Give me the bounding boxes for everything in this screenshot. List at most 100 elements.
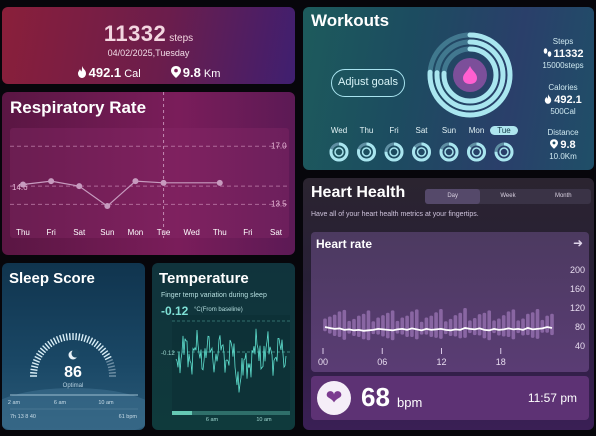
- gauge-tick: [34, 355, 42, 361]
- hr-range-bar: [376, 317, 380, 335]
- respiratory-point: [216, 179, 223, 186]
- sleep-score-value: 86: [64, 364, 82, 381]
- gauge-tick: [33, 358, 41, 363]
- hr-range-bar: [497, 318, 501, 336]
- segment-day[interactable]: Day: [425, 189, 481, 204]
- gauge-tick: [30, 368, 38, 372]
- y-tick-label: 40: [575, 341, 585, 351]
- respiratory-point: [160, 179, 167, 186]
- gauge-tick: [65, 333, 69, 341]
- steps-count-row: 11332 steps: [2, 21, 295, 47]
- chart-plot-area: [10, 128, 289, 238]
- gauge-tick: [105, 358, 113, 363]
- y-tick-label: 80: [575, 322, 585, 332]
- respiratory-point: [104, 203, 111, 210]
- gauge-tick: [44, 342, 51, 350]
- steps-summary-card[interactable]: 11332 steps 04/02/2025,Tuesday 492.1 Cal …: [2, 7, 295, 84]
- gauge-tick: [80, 334, 84, 342]
- flame-icon: [77, 66, 86, 78]
- gauge-tick: [31, 365, 39, 369]
- x-tick-label: Fri: [243, 228, 253, 237]
- timeline-label: 10 am: [98, 400, 114, 406]
- day-label-tue[interactable]: Tue: [490, 126, 518, 135]
- hr-range-bar: [506, 311, 511, 337]
- sleep-gauge: 86 Optimal 2 am 6 am 10 am 7h 13 8 40 61 bpm: [2, 333, 145, 430]
- temperature-chart: -0.12 6 am 10 am: [161, 315, 290, 423]
- hr-range-bar: [516, 320, 520, 334]
- gauge-tick: [91, 338, 97, 346]
- gauge-tick: [35, 352, 43, 358]
- hr-range-bar: [347, 320, 351, 334]
- sleep-footer-right: 61 bpm: [119, 414, 138, 420]
- respiratory-title: Respiratory Rate: [10, 98, 147, 117]
- distance-stat: 9.8 Km: [170, 65, 220, 80]
- arrow-right-icon[interactable]: ➜: [572, 236, 583, 250]
- x-tick-label: Tue: [157, 228, 171, 237]
- stat-label: Calories: [548, 83, 578, 92]
- hr-range-bar: [361, 313, 366, 340]
- day-ring-progress: [412, 142, 431, 162]
- hr-range-bar: [332, 314, 337, 337]
- x-tick-label: Sat: [270, 228, 283, 237]
- sleep-band-track: [172, 411, 290, 415]
- hr-range-bar: [443, 321, 448, 335]
- hr-range-bar: [328, 316, 332, 334]
- heart-health-title: Heart Health: [311, 184, 406, 201]
- respiratory-rate-card[interactable]: 17.0 14.6 13.5 Thu Fri Sat Sun Mon Tue Wed Thu Fri S…: [2, 92, 295, 255]
- hr-range-bar: [405, 315, 409, 337]
- hr-range-bar: [414, 309, 419, 340]
- flame-icon: [463, 66, 477, 84]
- adjust-goals-button[interactable]: Adjust goals: [331, 69, 405, 97]
- gauge-tick: [47, 340, 53, 348]
- calories-value: 492.1: [88, 65, 122, 80]
- goal-ring-progress: [441, 46, 499, 104]
- segment-week[interactable]: Week: [500, 193, 516, 199]
- day-label-thu[interactable]: Thu: [359, 126, 374, 135]
- gauge-tick: [55, 336, 60, 344]
- sleep-title: Sleep Score: [9, 270, 95, 287]
- x-label: 10 am: [256, 417, 272, 423]
- gauge-tick: [30, 371, 38, 374]
- gauge-tick: [95, 342, 102, 350]
- day-ring-progress: [384, 142, 404, 162]
- hr-range-bar: [390, 310, 395, 341]
- day-ring-inner: [361, 147, 372, 157]
- current-heart-rate: ❤ 68 bpm 11:57 pm: [311, 376, 589, 420]
- gauge-tick: [75, 333, 78, 341]
- sleep-score-card[interactable]: 86 Optimal 2 am 6 am 10 am 7h 13 8 40 61 bpm S…: [2, 263, 145, 430]
- heart-health-card[interactable]: Heart Health Day Week Month Have all of …: [303, 178, 594, 430]
- gauge-tick: [49, 338, 55, 346]
- stat-goal: 500Cal: [550, 107, 576, 116]
- day-label-fri[interactable]: Fri: [389, 126, 399, 135]
- hr-range-bar: [419, 321, 424, 335]
- sleep-footer-left: 7h 13 8 40: [10, 414, 36, 420]
- hr-range-bar: [463, 308, 467, 338]
- day-label-mon[interactable]: Mon: [468, 126, 485, 135]
- day-label-sun[interactable]: Sun: [441, 126, 457, 135]
- hr-range-bar: [342, 309, 347, 340]
- moon-icon-cutout: [71, 349, 80, 358]
- day-ring-progress: [357, 142, 376, 162]
- x-tick-label: 18: [496, 357, 506, 367]
- gauge-tick: [107, 362, 115, 366]
- day-label-wed[interactable]: Wed: [330, 126, 348, 135]
- calories-unit: Cal: [124, 68, 141, 80]
- hr-range-bar: [366, 310, 371, 341]
- day-label-sat[interactable]: Sat: [415, 126, 428, 135]
- gauge-tick: [93, 340, 99, 348]
- workouts-card[interactable]: Workouts Adjust goals Wed Thu Fri Sat Sun Mon…: [303, 7, 594, 170]
- heart-rate-panel[interactable]: 200 160 120 80 40 00 06 12 18 Heart rate ➜: [311, 232, 589, 372]
- x-tick-label: 12: [436, 357, 446, 367]
- hr-range-bar: [477, 314, 482, 336]
- segment-month[interactable]: Month: [554, 193, 572, 199]
- hr-range-bar: [439, 308, 443, 339]
- day-ring-inner: [416, 147, 427, 157]
- heart-rate-chart: 200 160 120 80 40 00 06 12 18: [318, 265, 585, 367]
- gauge-tick: [108, 368, 116, 372]
- x-tick-label: Thu: [213, 228, 227, 237]
- day-ring-inner: [444, 147, 454, 157]
- temperature-card[interactable]: -0.12 6 am 10 am Temperature Finger temp v…: [152, 263, 295, 430]
- hr-range-bar: [395, 320, 400, 334]
- heart-icon: ❤: [325, 387, 343, 409]
- workout-rings: [329, 32, 514, 162]
